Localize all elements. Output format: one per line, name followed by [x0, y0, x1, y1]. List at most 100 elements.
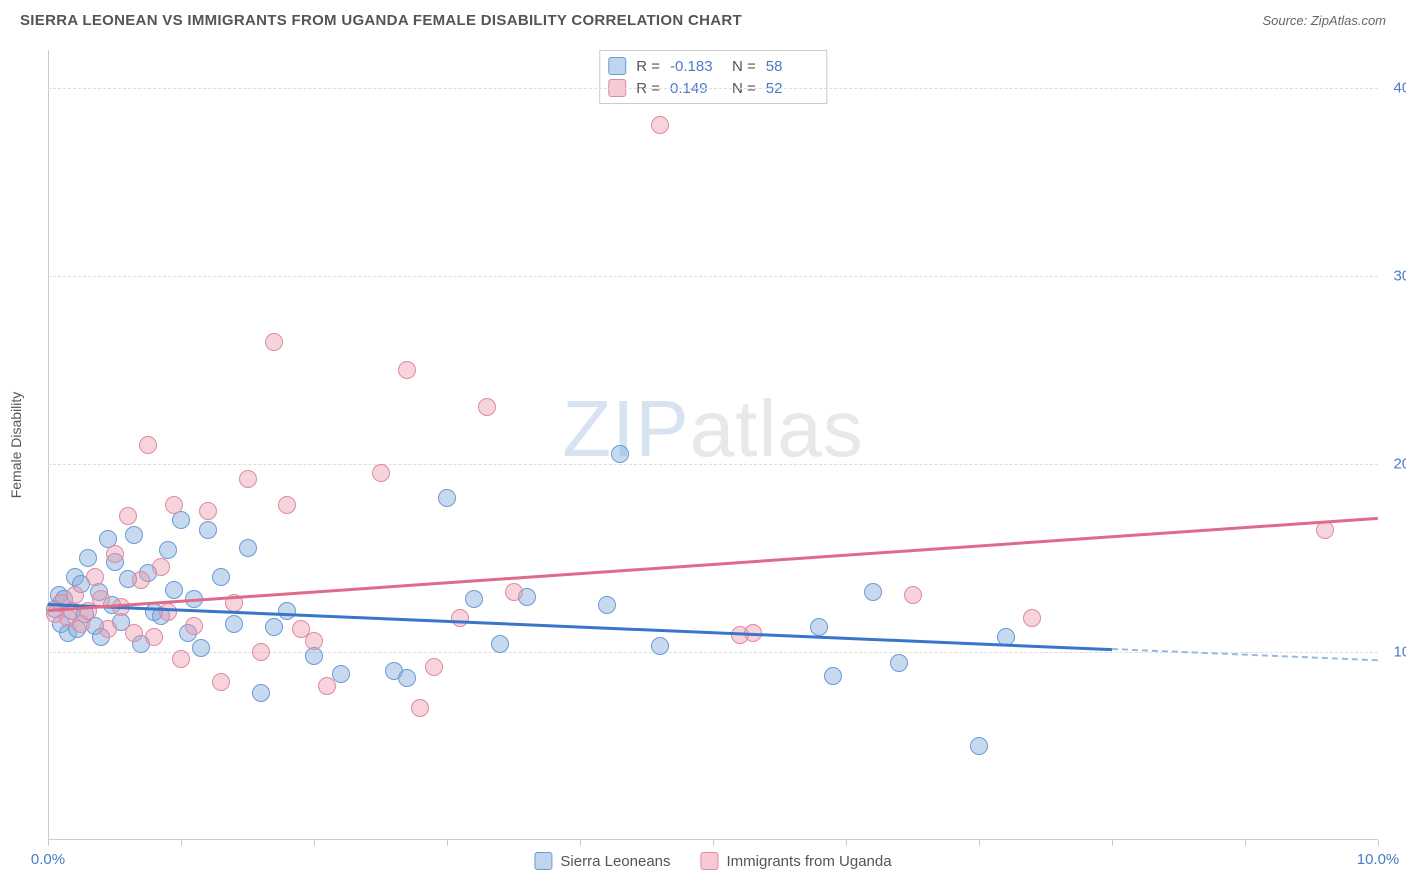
data-point: [252, 684, 270, 702]
data-point: [192, 639, 210, 657]
x-tick: [846, 840, 847, 846]
data-point: [139, 436, 157, 454]
data-point: [438, 489, 456, 507]
legend-label-1: Sierra Leoneans: [560, 853, 670, 870]
data-point: [278, 602, 296, 620]
y-tick-label: 10.0%: [1393, 643, 1406, 660]
x-tick: [181, 840, 182, 846]
data-point: [318, 677, 336, 695]
chart-title: SIERRA LEONEAN VS IMMIGRANTS FROM UGANDA…: [20, 12, 742, 29]
chart-container: Female Disability ZIPatlas R = -0.183 N …: [48, 50, 1378, 840]
data-point: [478, 398, 496, 416]
stats-legend: R = -0.183 N = 58 R = 0.149 N = 52: [599, 50, 827, 104]
chart-header: SIERRA LEONEAN VS IMMIGRANTS FROM UGANDA…: [0, 0, 1406, 33]
data-point: [505, 583, 523, 601]
data-point: [199, 502, 217, 520]
data-point: [165, 581, 183, 599]
plot-area: ZIPatlas R = -0.183 N = 58 R = 0.149 N =…: [48, 50, 1378, 840]
data-point: [66, 586, 84, 604]
data-point: [225, 615, 243, 633]
data-point: [651, 116, 669, 134]
y-axis-line: [48, 50, 49, 840]
data-point: [278, 496, 296, 514]
data-point: [132, 571, 150, 589]
x-tick: [580, 840, 581, 846]
data-point: [465, 590, 483, 608]
data-point: [425, 658, 443, 676]
data-point: [451, 609, 469, 627]
data-point: [265, 618, 283, 636]
data-point: [125, 526, 143, 544]
data-point: [890, 654, 908, 672]
data-point: [598, 596, 616, 614]
x-tick: [1245, 840, 1246, 846]
data-point: [904, 586, 922, 604]
legend-label-2: Immigrants from Uganda: [727, 853, 892, 870]
data-point: [810, 618, 828, 636]
data-point: [86, 568, 104, 586]
gridline: [48, 464, 1378, 465]
data-point: [824, 667, 842, 685]
data-point: [411, 699, 429, 717]
r-label-1: R =: [636, 58, 660, 75]
n-value-1: 58: [766, 58, 818, 75]
data-point: [1023, 609, 1041, 627]
gridline: [48, 276, 1378, 277]
data-point: [398, 669, 416, 687]
y-axis-label: Female Disability: [8, 392, 24, 499]
stats-row-series-1: R = -0.183 N = 58: [608, 55, 818, 77]
y-tick-label: 30.0%: [1393, 267, 1406, 284]
trend-line: [48, 516, 1378, 611]
y-tick-label: 40.0%: [1393, 79, 1406, 96]
data-point: [152, 558, 170, 576]
trend-line-dashed: [1112, 648, 1378, 661]
data-point: [165, 496, 183, 514]
data-point: [199, 521, 217, 539]
swatch-blue: [608, 57, 626, 75]
chart-source: Source: ZipAtlas.com: [1262, 13, 1386, 28]
legend-swatch-pink: [701, 852, 719, 870]
data-point: [239, 470, 257, 488]
data-point: [491, 635, 509, 653]
x-tick-label: 10.0%: [1357, 851, 1400, 868]
data-point: [239, 539, 257, 557]
data-point: [398, 361, 416, 379]
data-point: [212, 673, 230, 691]
data-point: [265, 333, 283, 351]
data-point: [212, 568, 230, 586]
x-tick: [713, 840, 714, 846]
data-point: [125, 624, 143, 642]
data-point: [159, 603, 177, 621]
data-point: [79, 549, 97, 567]
x-tick: [1378, 840, 1379, 846]
data-point: [864, 583, 882, 601]
data-point: [185, 617, 203, 635]
legend-item-1: Sierra Leoneans: [534, 852, 670, 870]
data-point: [305, 632, 323, 650]
x-tick: [447, 840, 448, 846]
legend-item-2: Immigrants from Uganda: [701, 852, 892, 870]
x-tick: [1112, 840, 1113, 846]
x-tick: [314, 840, 315, 846]
data-point: [172, 650, 190, 668]
n-label-1: N =: [732, 58, 756, 75]
r-value-1: -0.183: [670, 58, 722, 75]
x-tick: [48, 840, 49, 846]
y-tick-label: 20.0%: [1393, 455, 1406, 472]
data-point: [611, 445, 629, 463]
gridline: [48, 88, 1378, 89]
bottom-legend: Sierra Leoneans Immigrants from Uganda: [534, 852, 891, 870]
x-tick-label: 0.0%: [31, 851, 65, 868]
data-point: [106, 545, 124, 563]
data-point: [372, 464, 390, 482]
data-point: [119, 507, 137, 525]
watermark-atlas: atlas: [690, 384, 864, 473]
data-point: [970, 737, 988, 755]
data-point: [252, 643, 270, 661]
data-point: [145, 628, 163, 646]
legend-swatch-blue: [534, 852, 552, 870]
x-tick: [979, 840, 980, 846]
data-point: [651, 637, 669, 655]
data-point: [159, 541, 177, 559]
data-point: [99, 620, 117, 638]
